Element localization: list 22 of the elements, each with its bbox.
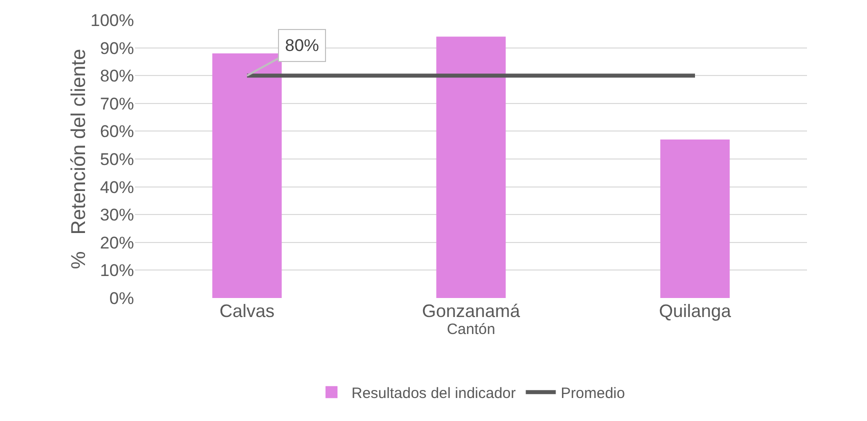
y-tick-label: 10%: [100, 261, 134, 280]
y-tick-label: 60%: [100, 122, 134, 142]
annotation: 80%: [285, 36, 320, 55]
legend-label: Resultados del indicador: [352, 384, 516, 402]
y-tick-label: 40%: [100, 178, 134, 197]
x-tick-label: Gonzanamá: [422, 301, 522, 321]
bar: [436, 36, 506, 298]
y-tick-label: 50%: [100, 150, 134, 169]
y-tick-label: 20%: [100, 233, 134, 252]
legend-label: Promedio: [560, 384, 625, 402]
bar: [660, 140, 730, 298]
x-tick-label: Quilanga: [658, 301, 732, 321]
bar: [212, 53, 282, 298]
y-tick-label: 70%: [100, 94, 134, 114]
y-tick-label: 100%: [90, 10, 134, 30]
y-tick-label: 80%: [100, 66, 134, 86]
x-axis-title: Cantón: [446, 321, 496, 338]
x-tick-label: Calvas: [219, 301, 275, 321]
y-tick-label: 0%: [109, 288, 134, 308]
y-tick-label: 30%: [100, 206, 134, 225]
y-tick-label: 90%: [100, 38, 134, 58]
y-axis-title: % Retención del cliente: [68, 48, 90, 270]
